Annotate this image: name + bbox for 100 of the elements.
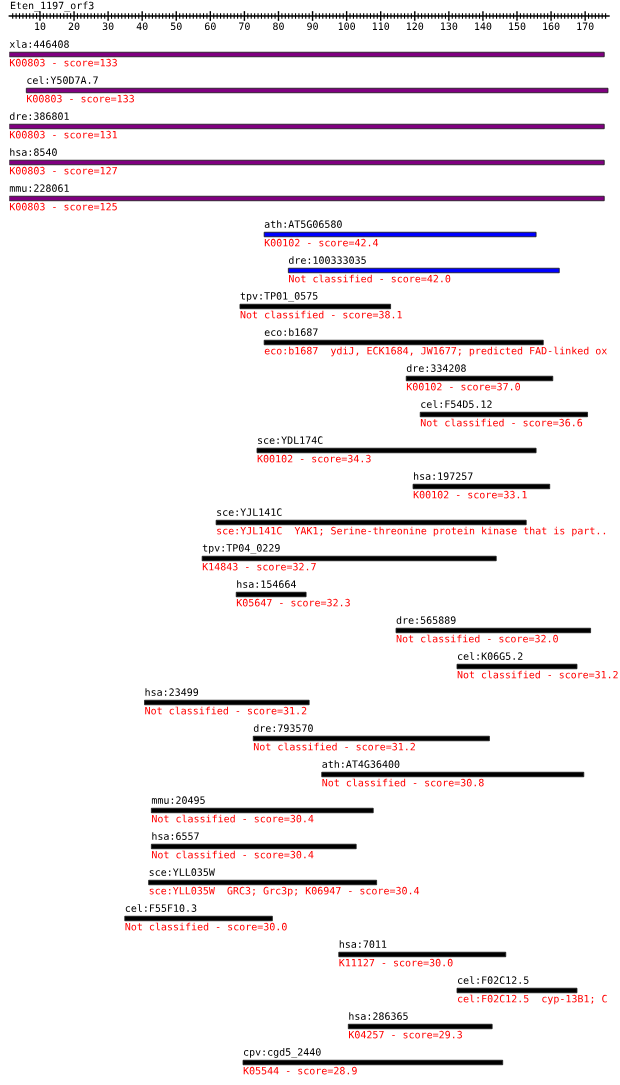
bar: [215, 519, 527, 526]
y-tick-label: cel:K06G5.2: [457, 652, 523, 660]
x-tick-label: 170: [577, 22, 594, 31]
y-tick-label: hsa:6557: [152, 832, 199, 840]
y-tick-label: mmu:20495: [151, 796, 205, 804]
x-tick-label: 30: [102, 22, 114, 31]
bar: [287, 267, 560, 274]
bar: [235, 591, 307, 598]
annotation: Not classified - score=31.2: [145, 706, 307, 715]
bar: [150, 843, 357, 850]
annotation: sce:YLL035W GRC3; Grc3p; K06947 - score=30.4: [149, 886, 420, 897]
x-tick-label: 150: [509, 22, 526, 31]
bar: [263, 339, 544, 346]
bar: [405, 375, 554, 382]
y-tick-label: sce:YJL141C: [217, 508, 282, 516]
annotation: eco:b1687 ydiJ, ECK1684, JW1677; predicted FAD-linked ox: [264, 346, 607, 357]
bar: [144, 699, 310, 706]
annotation: Not classified - score=30.4: [152, 850, 314, 859]
bar: [239, 303, 392, 310]
annotation: Not classified - score=30.8: [322, 778, 484, 787]
y-tick-label: ath:AT5G06580: [264, 220, 342, 228]
x-tick-label: 100: [338, 22, 356, 31]
x-tick-label: 10: [35, 22, 46, 31]
annotation: K00102 - score=34.3: [257, 454, 371, 463]
y-tick-label: hsa:7011: [339, 940, 387, 948]
y-tick-label: mmu:228061: [9, 184, 69, 192]
x-tick-label: 160: [543, 22, 560, 31]
y-tick-label: cel:F02C12.5: [457, 976, 529, 984]
bar: [124, 915, 273, 922]
bar: [347, 1023, 493, 1030]
x-tick-label: 20: [68, 22, 80, 31]
bar: [395, 627, 592, 634]
annotation: K14843 - score=32.7: [202, 562, 316, 571]
x-tick-label: 120: [406, 22, 424, 31]
x-tick-label: 70: [239, 22, 250, 31]
annotation: cel:F02C12.5 cyp-13B1; C: [457, 994, 607, 1005]
y-tick-label: sce:YDL174C: [258, 436, 323, 444]
y-tick-label: cel:F55F10.3: [125, 904, 197, 912]
y-tick-label: cel:F54D5.12: [421, 400, 492, 408]
y-tick-label: dre:334208: [406, 364, 466, 372]
y-tick-label: hsa:8540: [10, 148, 57, 156]
annotation: K05544 - score=28.9: [243, 1066, 357, 1075]
annotation: K00803 - score=125: [9, 202, 117, 211]
annotation: K00803 - score=133: [27, 94, 134, 103]
y-tick-label: dre:100333035: [288, 256, 366, 264]
bar: [148, 879, 378, 886]
annotation: sce:YJL141C YAK1; Serine-threonine protein kinase that is part..: [217, 526, 606, 537]
bar: [321, 771, 585, 778]
x-tick-label: 140: [475, 22, 492, 31]
y-tick-label: hsa:23499: [145, 688, 199, 696]
bar: [25, 87, 609, 94]
bar: [242, 1059, 504, 1066]
x-tick-label: 60: [204, 22, 216, 31]
bar: [256, 447, 537, 454]
bar: [338, 951, 507, 958]
y-tick-label: sce:YLL035W: [149, 868, 215, 876]
bar: [252, 735, 490, 742]
annotation: K00803 - score=133: [9, 58, 117, 67]
annotation: Not classified - score=30.4: [152, 814, 314, 823]
bar: [456, 663, 578, 670]
y-tick-label: hsa:286365: [349, 1012, 408, 1020]
annotation: K04257 - score=29.3: [349, 1030, 462, 1039]
y-tick-label: tpv:TP04_0229: [202, 544, 280, 554]
y-tick-label: dre:793570: [253, 724, 313, 732]
y-tick-label: xla:446408: [9, 40, 69, 48]
annotation: K00102 - score=37.0: [406, 382, 520, 391]
annotation: K00803 - score=127: [9, 166, 117, 175]
x-tick-label: 40: [136, 22, 148, 31]
y-tick-label: dre:386801: [9, 112, 69, 120]
bar: [9, 123, 605, 130]
annotation: Not classified - score=32.0: [396, 634, 558, 643]
bar: [9, 51, 605, 58]
bar: [419, 411, 588, 418]
bar: [263, 231, 537, 238]
y-tick-label: dre:565889: [396, 616, 456, 624]
y-tick-label: hsa:197257: [414, 472, 473, 480]
bar: [456, 987, 578, 994]
x-tick-label: 80: [273, 22, 284, 31]
annotation: Not classified - score=31.2: [457, 670, 618, 679]
y-tick-label: ath:AT4G36400: [322, 760, 400, 768]
annotation: K00102 - score=33.1: [413, 490, 527, 499]
bar: [201, 555, 497, 562]
annotation: Not classified - score=38.1: [240, 310, 402, 319]
x-tick-label: 110: [372, 22, 390, 31]
y-tick-label: cpv:cgd5_2440: [244, 1048, 321, 1058]
y-tick-label: tpv:TP01_0575: [240, 292, 318, 302]
x-tick-label: 130: [441, 22, 458, 31]
chart-title: Eten_1197_orf3: [10, 1, 94, 12]
y-tick-label: cel:Y50D7A.7: [27, 76, 98, 84]
x-tick-label: 50: [170, 22, 182, 31]
annotation: K05647 - score=32.3: [236, 598, 350, 607]
bar: [150, 807, 374, 814]
annotation: K00803 - score=131: [9, 130, 117, 139]
bar: [9, 195, 605, 202]
annotation: K11127 - score=30.0: [339, 958, 453, 967]
y-tick-label: eco:b1687: [264, 328, 318, 336]
annotation: Not classified - score=30.0: [125, 922, 287, 931]
annotation: Not classified - score=42.0: [289, 274, 451, 283]
y-tick-label: hsa:154664: [237, 580, 296, 588]
bar: [412, 483, 551, 490]
